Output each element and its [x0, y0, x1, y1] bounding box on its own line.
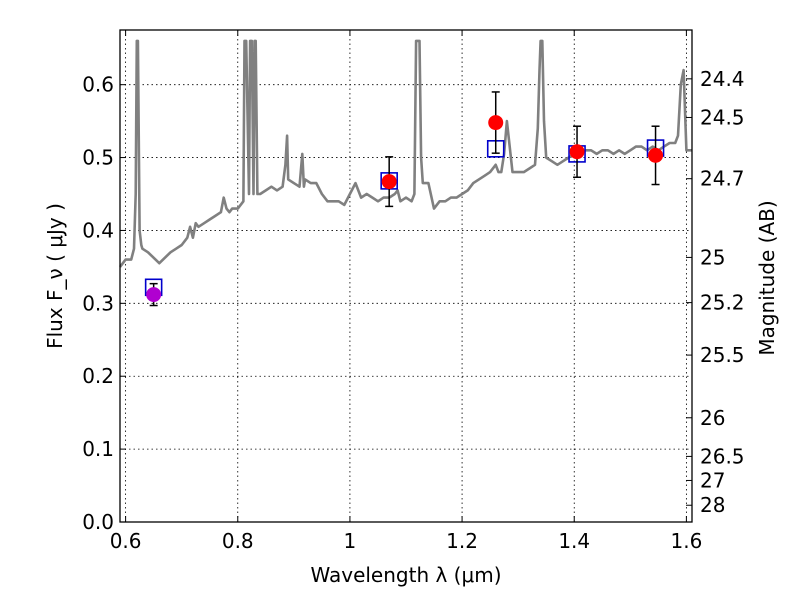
- y-tick-label: 0.6: [82, 73, 114, 97]
- tick-labels: 0.6 0.8 1 1.2 1.4 1.6 0.0 0.1 0.2 0.3 0.4 0.5 0.6 24.…: [82, 67, 744, 553]
- right-tick-label: 25.5: [700, 343, 745, 367]
- y-tick-label: 0.2: [82, 364, 114, 388]
- observed-point-marker: [381, 174, 397, 190]
- observed-point-marker: [648, 147, 664, 163]
- right-tick-label: 26: [700, 406, 725, 430]
- axis-ticks: [120, 30, 692, 523]
- x-tick-label: 0.8: [222, 529, 254, 553]
- y-tick-label: 0.0: [82, 510, 114, 534]
- photometry-points: [144, 91, 665, 307]
- x-tick-label: 1: [344, 529, 357, 553]
- right-tick-label: 25.2: [700, 291, 745, 315]
- right-axis-label: Magnitude (AB): [755, 200, 779, 355]
- observed-point-marker: [569, 144, 585, 160]
- x-tick-label: 1.2: [446, 529, 478, 553]
- y-tick-label: 0.5: [82, 146, 114, 170]
- right-tick-label: 24.4: [700, 67, 745, 91]
- plot-frame: [119, 29, 693, 523]
- right-tick-label: 27: [700, 468, 725, 492]
- x-tick-label: 1.4: [558, 529, 590, 553]
- x-tick-label: 1.6: [670, 529, 702, 553]
- y-tick-label: 0.1: [82, 437, 114, 461]
- right-tick-label: 28: [700, 493, 725, 517]
- right-tick-label: 26.5: [700, 444, 745, 468]
- y-tick-label: 0.4: [82, 218, 114, 242]
- x-tick-label: 0.6: [110, 529, 142, 553]
- right-tick-label: 24.5: [700, 105, 745, 129]
- grid-lines: [120, 30, 692, 522]
- spectrum-line: [118, 39, 692, 268]
- observed-point-marker: [146, 287, 162, 303]
- y-axis-label: Flux F_ν ( μJy ): [43, 203, 67, 349]
- right-tick-label: 25: [700, 245, 725, 269]
- x-axis-label: Wavelength λ (μm): [310, 563, 501, 587]
- observed-point-marker: [488, 115, 504, 131]
- spectrum-group: [118, 39, 692, 268]
- y-tick-label: 0.3: [82, 291, 114, 315]
- right-tick-label: 24.7: [700, 167, 745, 191]
